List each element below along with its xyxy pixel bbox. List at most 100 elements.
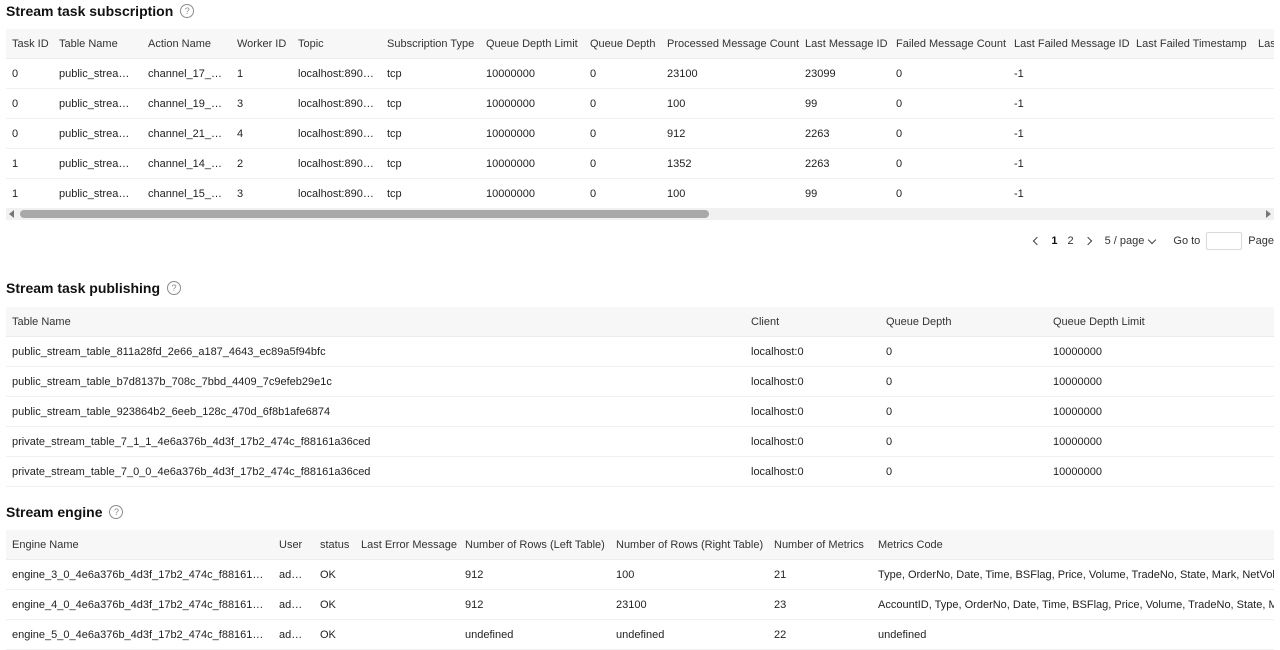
cell-topic: localhost:8902...: [292, 118, 381, 149]
table-row[interactable]: 1 public_stream... channel_14_4e... 2 localh…: [6, 148, 1274, 179]
column-header-queue-depth[interactable]: Queue Depth: [584, 29, 661, 59]
scroll-right-arrow-icon[interactable]: [1266, 210, 1271, 218]
cell-table-name: public_stream...: [53, 148, 142, 179]
column-header-last-failed-timestamp[interactable]: Last Failed Timestamp: [1130, 29, 1252, 59]
cell-last-message-id: 2263: [799, 118, 890, 149]
table-row[interactable]: private_stream_table_7_1_1_4e6a376b_4d3f…: [6, 426, 1274, 457]
column-header-last-failed-message-id[interactable]: Last Failed Message ID: [1008, 29, 1130, 59]
cell-task-id: 0: [6, 118, 53, 149]
cell-number-of-rows-left-table: 912: [459, 589, 610, 620]
cell-last-failed-message-id: -1: [1008, 118, 1130, 149]
table-row[interactable]: public_stream_table_923864b2_6eeb_128c_4…: [6, 396, 1274, 427]
cell-queue-depth: 0: [584, 88, 661, 119]
table-row[interactable]: 0 public_stream... channel_21_4e... 4 localh…: [6, 118, 1274, 149]
cell-table-name: public_stream...: [53, 58, 142, 89]
column-header-task-id[interactable]: Task ID: [6, 29, 53, 59]
cell-table-name: public_stream...: [53, 178, 142, 209]
column-header-number-of-rows-left-table[interactable]: Number of Rows (Left Table): [459, 530, 610, 560]
help-icon[interactable]: ?: [180, 4, 195, 18]
column-header-status[interactable]: status: [314, 530, 355, 560]
cell-number-of-rows-right-table: 23100: [610, 589, 768, 620]
table-row[interactable]: private_stream_table_7_0_0_4e6a376b_4d3f…: [6, 456, 1274, 487]
column-header-table-name[interactable]: Table Name: [53, 29, 142, 59]
cell-topic: localhost:8902...: [292, 148, 381, 179]
table-row[interactable]: engine_4_0_4e6a376b_4d3f_17b2_474c_f8816…: [6, 589, 1274, 620]
cell-last-failed-timestamp: [1130, 58, 1252, 89]
cell-last-failed-timestamp: [1130, 178, 1252, 209]
column-header-queue-depth-limit[interactable]: Queue Depth Limit: [480, 29, 584, 59]
scrollbar-thumb[interactable]: [20, 210, 709, 218]
cell-topic: localhost:8902...: [292, 88, 381, 119]
subscription-table: Task ID Table Name Action Name Worker ID Top…: [6, 29, 1274, 209]
column-header-last-error-message[interactable]: Last Error Message: [355, 530, 459, 560]
page-size-select[interactable]: 5 / page: [1105, 235, 1157, 247]
goto-label: Go to: [1173, 235, 1201, 247]
cell-table-name: public_stream...: [53, 118, 142, 149]
column-header-table-name[interactable]: Table Name: [6, 307, 745, 337]
cell-last-failed-timestamp: [1130, 88, 1252, 119]
cell-queue-depth-limit: 10000000: [480, 88, 584, 119]
cell-metrics-code: AccountID, Type, OrderNo, Date, Time, BS…: [872, 589, 1274, 620]
table-row[interactable]: public_stream_table_811a28fd_2e66_a187_4…: [6, 336, 1274, 367]
table-row[interactable]: public_stream_table_b7d8137b_708c_7bbd_4…: [6, 366, 1274, 397]
cell-last-failed-timestamp: [1130, 118, 1252, 149]
cell-failed-message-count: 0: [890, 148, 1008, 179]
cell-queue-depth: 0: [584, 178, 661, 209]
column-header-number-of-metrics[interactable]: Number of Metrics: [768, 530, 872, 560]
scroll-left-arrow-icon[interactable]: [9, 210, 14, 218]
column-header-worker-id[interactable]: Worker ID: [231, 29, 292, 59]
column-header-engine-name[interactable]: Engine Name: [6, 530, 273, 560]
help-icon[interactable]: ?: [109, 505, 124, 519]
cell-number-of-rows-right-table: 100: [610, 559, 768, 590]
cell-action-name: channel_21_4e...: [142, 118, 231, 149]
column-header-action-name[interactable]: Action Name: [142, 29, 231, 59]
table-row[interactable]: 0 public_stream... channel_19_4e... 3 localh…: [6, 88, 1274, 119]
page-2[interactable]: 2: [1067, 235, 1074, 247]
pagination: 1 2 5 / page Go to Page: [1026, 231, 1274, 251]
table-row[interactable]: engine_5_0_4e6a376b_4d3f_17b2_474c_f8816…: [6, 619, 1274, 650]
chevron-down-icon: [1148, 235, 1157, 244]
cell-client: localhost:0: [745, 426, 880, 457]
cell-las: [1252, 178, 1274, 209]
prev-page-icon[interactable]: [1033, 236, 1042, 246]
cell-status: OK: [314, 589, 355, 620]
cell-subscription-type: tcp: [381, 178, 480, 209]
cell-queue-depth: 0: [880, 396, 1047, 427]
column-header-number-of-rows-right-table[interactable]: Number of Rows (Right Table): [610, 530, 768, 560]
column-header-client[interactable]: Client: [745, 307, 880, 337]
horizontal-scrollbar[interactable]: [6, 208, 1274, 220]
cell-las: [1252, 88, 1274, 119]
engine-title-text: Stream engine: [6, 504, 103, 520]
cell-processed-message-count: 1352: [661, 148, 799, 179]
cell-worker-id: 1: [231, 58, 292, 89]
column-header-queue-depth-limit[interactable]: Queue Depth Limit: [1047, 307, 1274, 337]
next-page-icon[interactable]: [1083, 236, 1092, 246]
column-header-las[interactable]: Las: [1252, 29, 1274, 59]
column-header-queue-depth[interactable]: Queue Depth: [880, 307, 1047, 337]
cell-metrics-code: Type, OrderNo, Date, Time, BSFlag, Price…: [872, 559, 1274, 590]
goto-page-input[interactable]: [1206, 232, 1243, 250]
cell-las: [1252, 58, 1274, 89]
subscription-title: Stream task subscription ?: [6, 3, 195, 19]
cell-failed-message-count: 0: [890, 58, 1008, 89]
cell-subscription-type: tcp: [381, 118, 480, 149]
cell-last-message-id: 99: [799, 88, 890, 119]
column-header-last-message-id[interactable]: Last Message ID: [799, 29, 890, 59]
cell-last-error-message: [355, 619, 459, 650]
cell-last-failed-message-id: -1: [1008, 58, 1130, 89]
column-header-failed-message-count[interactable]: Failed Message Count: [890, 29, 1008, 59]
cell-number-of-rows-right-table: undefined: [610, 619, 768, 650]
column-header-subscription-type[interactable]: Subscription Type: [381, 29, 480, 59]
table-row[interactable]: 1 public_stream... channel_15_4e... 3 localh…: [6, 178, 1274, 209]
column-header-user[interactable]: User: [273, 530, 314, 560]
page-1[interactable]: 1: [1051, 235, 1058, 247]
cell-user: admin: [273, 619, 314, 650]
column-header-metrics-code[interactable]: Metrics Code: [872, 530, 1274, 560]
help-icon[interactable]: ?: [167, 281, 182, 295]
cell-client: localhost:0: [745, 366, 880, 397]
table-row[interactable]: 0 public_stream... channel_17_4e... 1 localh…: [6, 58, 1274, 89]
table-row[interactable]: engine_3_0_4e6a376b_4d3f_17b2_474c_f8816…: [6, 559, 1274, 590]
cell-queue-depth-limit: 10000000: [1047, 396, 1274, 427]
column-header-processed-message-count[interactable]: Processed Message Count: [661, 29, 799, 59]
column-header-topic[interactable]: Topic: [292, 29, 381, 59]
